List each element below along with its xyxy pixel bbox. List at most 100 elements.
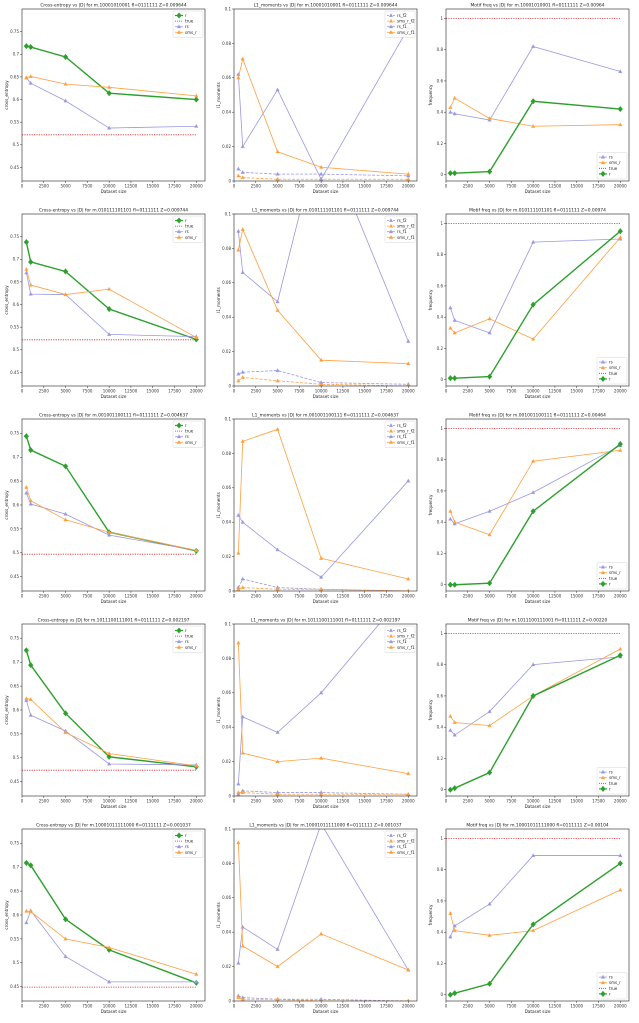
- legend-label-true: true: [185, 19, 194, 24]
- chart-panel-9: Motif freq vs |D| for m.001001100111 fl=…: [428, 413, 630, 604]
- x-axis-label: Dataset size: [313, 394, 339, 399]
- legend-marker-sms_r_f2: [388, 223, 394, 228]
- data-point-sms_r_f1: [275, 427, 280, 431]
- legend-marker-sms_r_f2: [388, 838, 394, 843]
- x-tick-label: 12500: [337, 389, 350, 394]
- series-line-sms_r_f1: [237, 228, 409, 365]
- y-axis-label: l1_moments: [216, 902, 221, 928]
- data-point-rs_f1: [236, 781, 241, 786]
- x-tick-label: 15000: [570, 1004, 583, 1009]
- x-tick-label: 20000: [402, 184, 415, 189]
- legend-marker-r: [600, 170, 606, 178]
- data-point-sms_r_f2: [275, 791, 280, 796]
- x-tick-label: 20000: [614, 1004, 627, 1009]
- x-tick-label: 0: [233, 184, 236, 189]
- x-tick-label: 10000: [103, 799, 116, 804]
- x-tick-label: 7500: [82, 1004, 93, 1009]
- chart-title: Cross-entropy vs |D| for m.1000101111100…: [36, 823, 191, 829]
- data-point-r: [28, 661, 34, 669]
- data-point-sms_r: [531, 336, 536, 341]
- data-point-rs: [531, 44, 536, 48]
- x-axis-label: Dataset size: [313, 804, 339, 809]
- y-tick-label: 0.55: [10, 731, 19, 736]
- y-tick-label: 0.5: [13, 142, 20, 147]
- series-line-sms_r_f2: [238, 175, 409, 180]
- legend-label-r: r: [609, 581, 611, 586]
- data-point-rs: [28, 501, 33, 506]
- data-point-sms_r: [194, 335, 199, 340]
- data-point-rs: [107, 332, 112, 336]
- x-tick-label: 17500: [592, 799, 605, 804]
- data-point-sms_r: [28, 697, 33, 701]
- chart-panel-5: L1_moments vs |D| for m.010111101101 fl=…: [216, 208, 418, 399]
- x-tick-label: 5000: [484, 184, 495, 189]
- x-tick-label: 15000: [358, 1004, 371, 1009]
- legend-label-sms_r_f1: sms_r_f1: [397, 30, 415, 35]
- data-point-rs_f2: [236, 371, 241, 376]
- plot-area: [446, 427, 623, 588]
- y-tick-label: 0: [440, 992, 443, 997]
- x-tick-label: 2500: [251, 389, 262, 394]
- data-point-sms_r: [107, 945, 112, 949]
- chart-title: L1_moments vs |D| for m.10001011111000 f…: [249, 823, 401, 829]
- y-tick-label: 1: [440, 631, 443, 636]
- y-tick-label: 0.6: [13, 97, 20, 102]
- legend-label-rs: rs: [185, 434, 189, 439]
- data-point-sms_r_f1: [275, 149, 280, 154]
- data-point-sms_r_f1: [275, 308, 280, 312]
- data-point-rs: [107, 761, 112, 766]
- y-tick-label: 0: [440, 377, 443, 382]
- data-point-sms_r: [107, 529, 112, 534]
- y-tick-label: 0.4: [437, 725, 444, 730]
- chart-title: Motif freq vs |D| for m.001001100111 fl=…: [469, 413, 606, 419]
- series-line-rs: [25, 909, 197, 983]
- x-tick-label: 2500: [463, 184, 474, 189]
- y-tick-label: 0.06: [222, 75, 231, 80]
- series-line-sms_r_f1: [237, 842, 409, 971]
- series-line-rs_f2: [238, 578, 409, 591]
- data-point-r: [452, 375, 458, 382]
- data-point-r: [617, 105, 623, 113]
- data-point-sms_r_f1: [406, 967, 411, 972]
- x-tick-label: 5000: [60, 1004, 71, 1009]
- legend-label-rs: rs: [609, 770, 613, 775]
- legend-label-sms_r_f2: sms_r_f2: [397, 224, 415, 229]
- x-tick-label: 7500: [82, 389, 93, 394]
- data-point-sms_r_f2: [236, 790, 241, 795]
- chart-panel-15: Motif freq vs |D| for m.10001011111000 f…: [428, 823, 630, 1014]
- data-point-rs: [448, 109, 453, 114]
- x-tick-label: 20000: [190, 594, 203, 599]
- x-tick-label: 12500: [337, 594, 350, 599]
- x-tick-label: 12500: [125, 594, 138, 599]
- chart-panel-8: L1_moments vs |D| for m.001001100111 fl=…: [216, 413, 418, 604]
- data-point-sms_r: [194, 971, 199, 976]
- x-tick-label: 2500: [39, 594, 50, 599]
- x-tick-label: 15000: [570, 799, 583, 804]
- legend-label-sms_r_f1: sms_r_f1: [397, 645, 415, 650]
- y-tick-label: 0.1: [225, 6, 232, 11]
- y-tick-label: 0.6: [13, 707, 20, 712]
- plot-area: [446, 17, 623, 177]
- x-tick-label: 7500: [294, 1004, 305, 1009]
- data-point-rs_f1: [236, 228, 241, 233]
- x-tick-label: 15000: [146, 1004, 159, 1009]
- data-point-rs_f1: [319, 690, 324, 695]
- y-axis-label: cross_entropy: [4, 285, 9, 315]
- chart-title: Cross-entropy vs |D| for m.1011100111001…: [38, 618, 190, 624]
- x-axis-label: Dataset size: [313, 189, 339, 194]
- x-tick-label: 10000: [315, 594, 328, 599]
- legend-label-true: true: [609, 166, 618, 171]
- legend-box: [596, 767, 628, 795]
- y-tick-label: 1: [440, 426, 443, 431]
- series-line-rs: [26, 77, 197, 129]
- data-point-rs: [28, 712, 33, 717]
- legend-box: [384, 215, 416, 243]
- data-point-rs: [531, 662, 536, 667]
- x-tick-label: 17500: [592, 594, 605, 599]
- y-tick-label: 0.5: [13, 347, 20, 352]
- legend-marker-rs_f2: [388, 628, 394, 632]
- legend-label-r: r: [185, 218, 187, 223]
- data-point-sms_r: [24, 908, 29, 913]
- y-tick-label: 0.45: [10, 984, 19, 989]
- x-tick-label: 7500: [294, 184, 305, 189]
